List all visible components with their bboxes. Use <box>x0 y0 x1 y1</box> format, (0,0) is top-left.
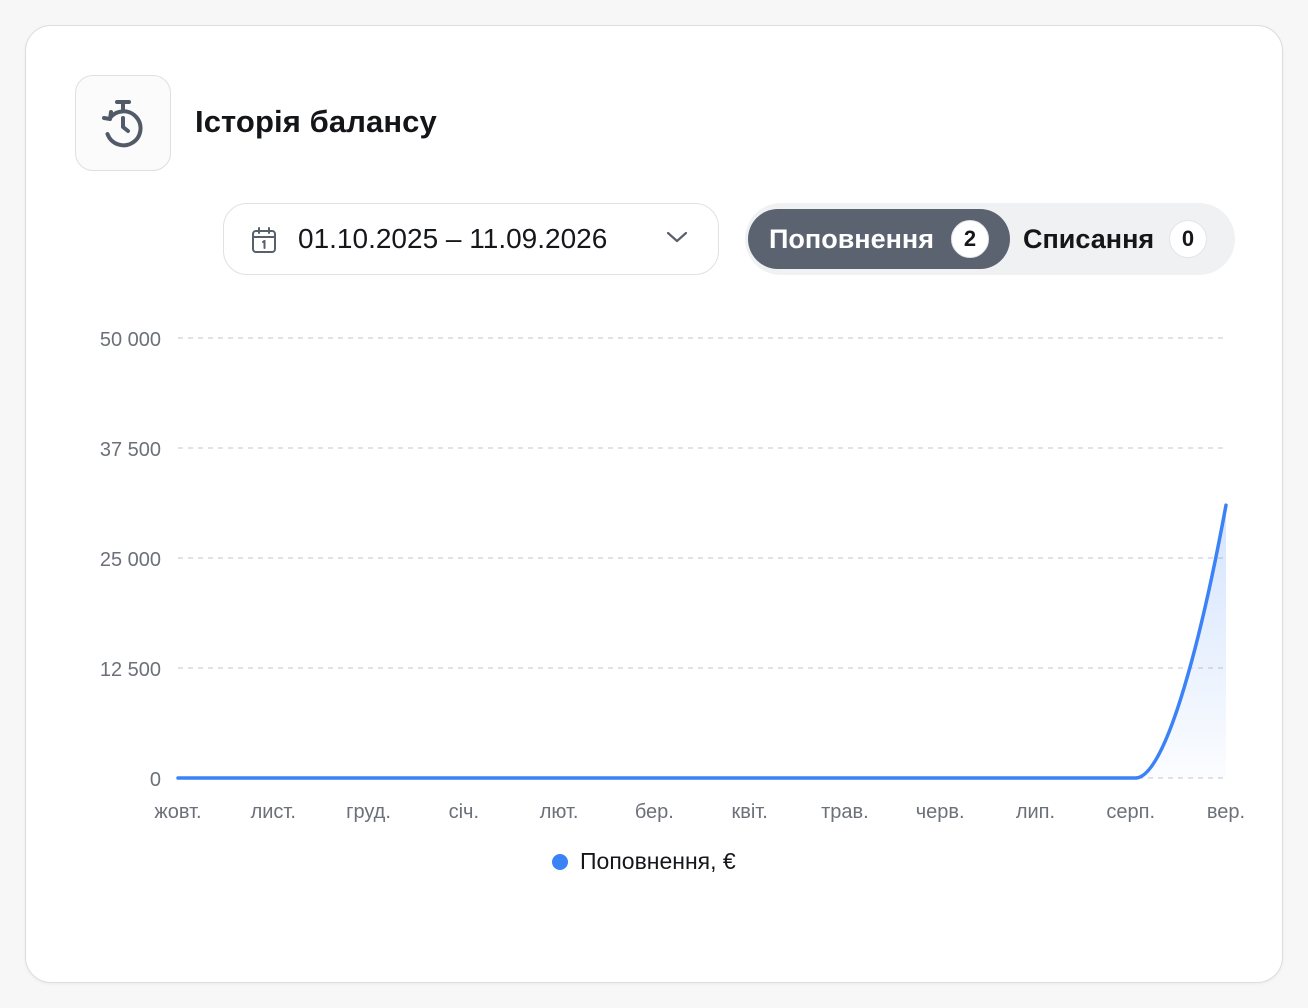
legend-color-dot <box>552 853 568 870</box>
balance-history-card: Історія балансу 01.10.2025 – 11.09.2026 … <box>25 25 1283 983</box>
page-title: Історія балансу <box>195 104 437 139</box>
x-tick-label: бер. <box>635 801 674 823</box>
tab-top-ups[interactable]: Поповнення 2 <box>748 209 1010 269</box>
tab-top-ups-label: Поповнення <box>769 223 934 254</box>
calendar-icon <box>252 227 276 253</box>
x-tick-label: вер. <box>1207 801 1245 823</box>
x-tick-label: січ. <box>449 801 479 823</box>
x-tick-label: квіт. <box>731 801 767 823</box>
header-icon-container <box>75 75 171 171</box>
x-tick-label: груд. <box>346 801 391 823</box>
x-tick-label: трав. <box>821 801 869 823</box>
y-tick-label: 0 <box>150 769 161 791</box>
tab-charges-count-badge: 0 <box>1169 220 1207 258</box>
x-tick-label: лют. <box>540 801 579 823</box>
y-tick-label: 50 000 <box>100 329 161 351</box>
y-tick-label: 25 000 <box>100 549 161 571</box>
balance-chart: 0 12 500 25 000 37 500 50 000 жовт. лист. груд.… <box>100 329 1245 823</box>
x-tick-label: черв. <box>916 801 965 823</box>
x-tick-label: лип. <box>1016 801 1055 823</box>
y-tick-label: 12 500 <box>100 659 161 681</box>
series-line <box>176 503 1228 780</box>
chart-legend[interactable]: Поповнення, € <box>552 848 736 875</box>
stopwatch-history-icon <box>102 100 143 148</box>
tab-charges-label: Списання <box>1023 223 1155 254</box>
tab-charges[interactable]: Списання 0 <box>1015 209 1231 269</box>
x-tick-label: жовт. <box>154 801 201 823</box>
transaction-type-toggle: Поповнення 2 Списання 0 <box>745 203 1235 275</box>
tab-top-ups-count-badge: 2 <box>951 220 989 258</box>
x-tick-label: лист. <box>251 801 296 823</box>
date-range-picker[interactable]: 01.10.2025 – 11.09.2026 <box>223 203 719 275</box>
legend-label: Поповнення, € <box>580 848 736 874</box>
chevron-down-icon <box>666 231 688 243</box>
y-tick-label: 37 500 <box>100 439 161 461</box>
x-tick-label: серп. <box>1106 801 1155 823</box>
date-range-value: 01.10.2025 – 11.09.2026 <box>298 223 608 254</box>
series-area <box>178 505 1226 778</box>
